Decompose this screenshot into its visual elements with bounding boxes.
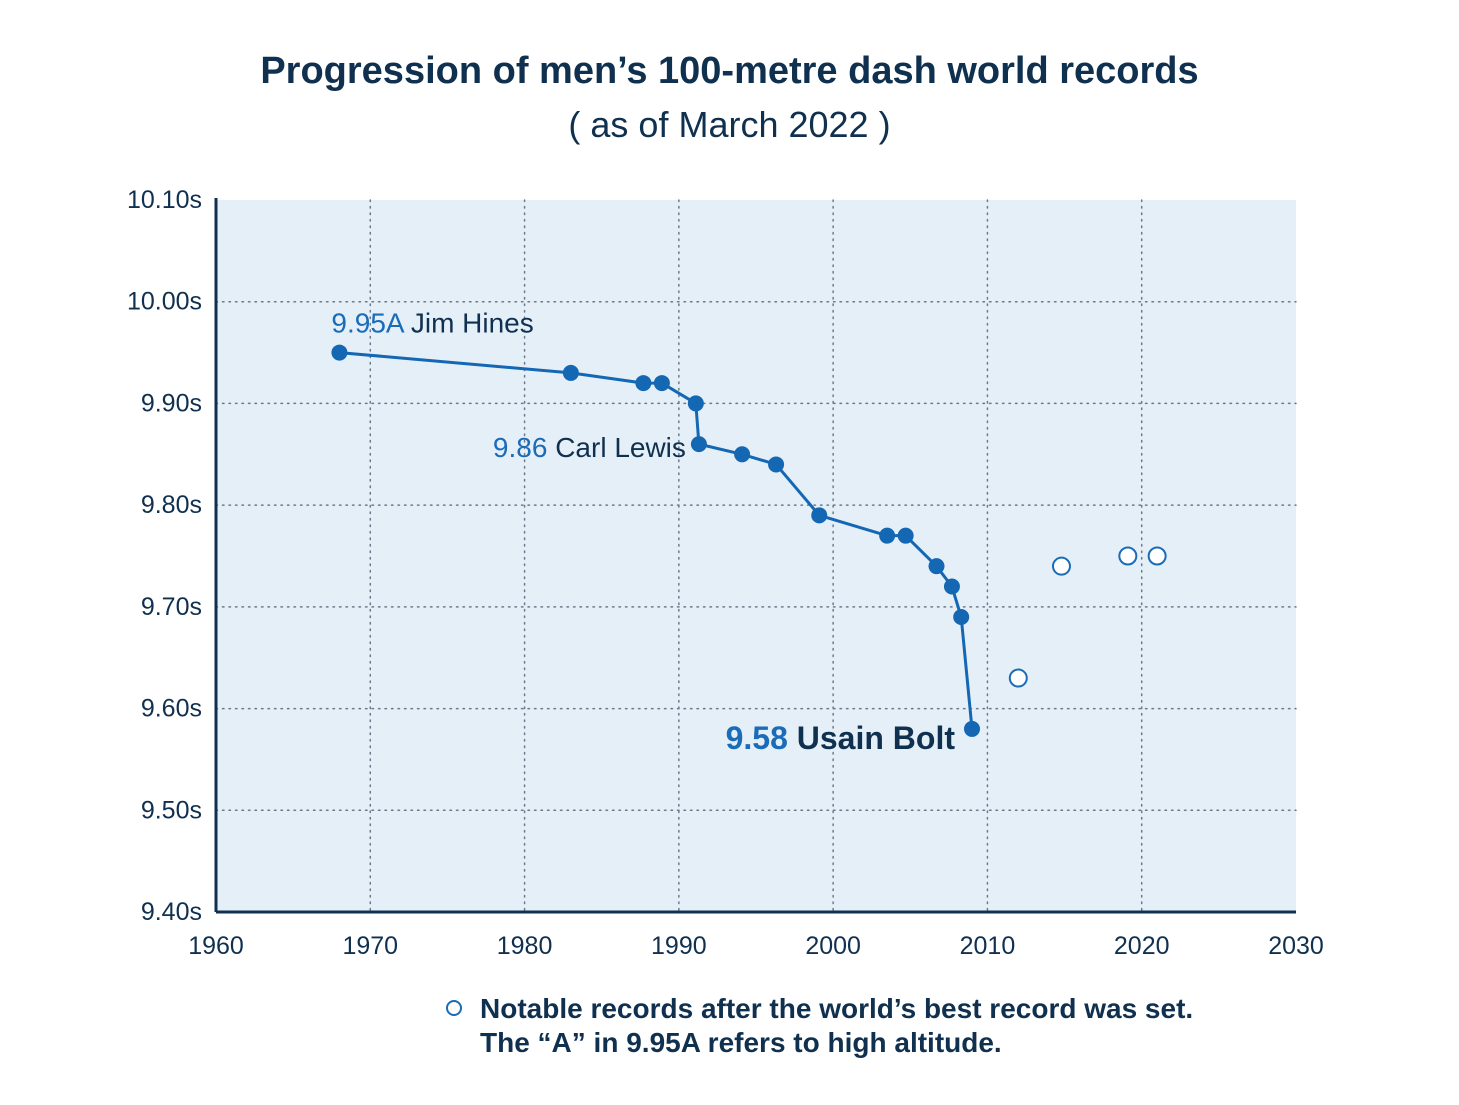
record-point bbox=[690, 436, 707, 453]
y-tick-label: 9.80s bbox=[141, 491, 202, 519]
y-tick-label: 9.70s bbox=[141, 593, 202, 621]
x-tick-label: 1970 bbox=[342, 932, 398, 960]
y-tick-label: 10.10s bbox=[127, 186, 202, 214]
record-point bbox=[331, 344, 348, 361]
annotation-value: 9.86 bbox=[493, 432, 548, 463]
record-point bbox=[879, 527, 896, 544]
y-tick-label: 9.60s bbox=[141, 695, 202, 723]
x-tick-label: 1990 bbox=[651, 932, 707, 960]
record-point bbox=[562, 364, 579, 381]
legend-line-1: Notable records after the world’s best r… bbox=[480, 993, 1194, 1024]
record-point bbox=[943, 578, 960, 595]
notable-point bbox=[1147, 546, 1167, 566]
record-point bbox=[964, 720, 980, 737]
y-tick-label: 9.40s bbox=[141, 898, 202, 926]
x-tick-label: 1960 bbox=[188, 932, 244, 960]
record-point bbox=[635, 375, 652, 392]
annotation-value: 9.95A bbox=[331, 308, 404, 339]
chart-subtitle: ( as of March 2022 ) bbox=[568, 104, 891, 145]
record-point bbox=[953, 609, 970, 626]
notable-point bbox=[1118, 546, 1138, 566]
y-tick-label: 9.50s bbox=[141, 796, 202, 824]
plot-background bbox=[216, 200, 1296, 912]
record-point bbox=[768, 456, 785, 473]
annotation-name: Usain Bolt bbox=[788, 720, 955, 756]
open-circle-legend-icon bbox=[446, 1000, 462, 1016]
record-point bbox=[734, 446, 751, 463]
annotation-label: 9.86 Carl Lewis bbox=[493, 432, 686, 463]
record-point bbox=[928, 558, 945, 575]
legend: Notable records after the world’s best r… bbox=[446, 992, 1193, 1060]
record-point bbox=[687, 395, 704, 412]
annotation-name: Jim Hines bbox=[403, 308, 534, 339]
y-tick-label: 10.00s bbox=[127, 288, 202, 316]
annotation-value: 9.58 bbox=[726, 720, 788, 756]
x-tick-label: 2030 bbox=[1268, 932, 1324, 960]
chart-title: Progression of men’s 100-metre dash worl… bbox=[260, 50, 1199, 92]
annotation-label: 9.58 Usain Bolt bbox=[726, 720, 956, 756]
y-tick-label: 9.90s bbox=[141, 389, 202, 417]
notable-point bbox=[1051, 556, 1071, 576]
notable-point bbox=[1008, 668, 1028, 688]
record-point bbox=[653, 375, 670, 392]
record-point bbox=[897, 527, 914, 544]
legend-line-2: The “A” in 9.95A refers to high altitude… bbox=[480, 1027, 1002, 1058]
x-tick-label: 1980 bbox=[497, 932, 553, 960]
annotation-label: 9.95A Jim Hines bbox=[331, 308, 533, 339]
annotation-name: Carl Lewis bbox=[547, 432, 685, 463]
x-tick-label: 2010 bbox=[960, 932, 1016, 960]
x-tick-label: 2000 bbox=[805, 932, 861, 960]
record-point bbox=[811, 507, 828, 524]
x-tick-label: 2020 bbox=[1114, 932, 1170, 960]
